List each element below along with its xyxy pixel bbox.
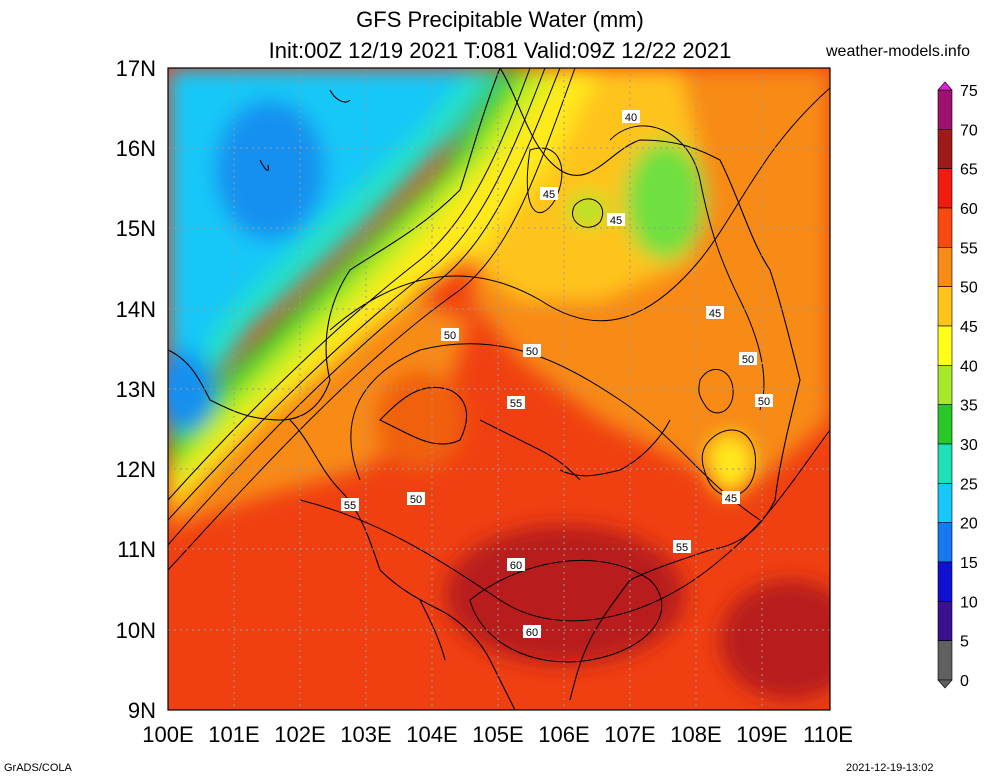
contour-label: 40 xyxy=(622,110,640,124)
contour-label: 55 xyxy=(341,498,359,512)
svg-text:45: 45 xyxy=(709,308,721,320)
colorbar-min-triangle xyxy=(937,679,953,689)
lon-label: 107E xyxy=(604,722,655,747)
colorbar-band xyxy=(937,483,953,523)
colorbar-band xyxy=(937,286,953,327)
colorbar-label: 75 xyxy=(960,83,978,100)
colorbar-label: 65 xyxy=(960,162,978,179)
svg-text:60: 60 xyxy=(510,560,522,572)
contour-label: 60 xyxy=(523,625,541,639)
contour-label: 55 xyxy=(673,540,691,554)
contour-label: 60 xyxy=(507,558,525,572)
contour-label: 45 xyxy=(722,491,740,505)
contour-label: 45 xyxy=(706,306,724,320)
lon-label: 101E xyxy=(208,722,259,747)
colorbar-label: 15 xyxy=(960,555,978,572)
lon-label: 105E xyxy=(472,722,523,747)
lon-label: 110E xyxy=(803,722,853,747)
contour-label: 50 xyxy=(523,344,541,358)
footer-timestamp: 2021-12-19-13:02 xyxy=(846,762,934,774)
svg-text:45: 45 xyxy=(610,215,622,227)
colorbar-band xyxy=(937,561,953,602)
lon-label: 106E xyxy=(538,722,589,747)
svg-text:55: 55 xyxy=(676,542,688,554)
colorbar-label: 55 xyxy=(960,240,978,257)
chart-subtitle: Init:00Z 12/19 2021 T:081 Valid:09Z 12/2… xyxy=(268,38,732,63)
svg-text:40: 40 xyxy=(625,112,637,124)
contour-label: 50 xyxy=(739,352,757,366)
lon-label: 109E xyxy=(736,722,787,747)
longitude-axis: 100E 101E 102E 103E 104E 105E 106E 107E … xyxy=(142,722,853,747)
lon-label: 102E xyxy=(274,722,325,747)
svg-text:50: 50 xyxy=(742,354,754,366)
site-label: weather-models.info xyxy=(826,43,971,60)
lon-label: 103E xyxy=(340,722,391,747)
lat-label: 13N xyxy=(116,377,156,402)
svg-text:60: 60 xyxy=(526,627,538,639)
lat-label: 10N xyxy=(116,618,156,643)
contour-label: 50 xyxy=(755,394,773,408)
colorbar-label: 35 xyxy=(960,398,978,415)
colorbar-band xyxy=(937,443,953,484)
svg-text:55: 55 xyxy=(510,398,522,410)
svg-text:50: 50 xyxy=(758,396,770,408)
colorbar-band xyxy=(937,601,953,641)
lon-label: 100E xyxy=(142,722,193,747)
lat-label: 11N xyxy=(117,537,156,562)
colorbar-band xyxy=(937,168,953,209)
colorbar-label: 25 xyxy=(960,476,978,493)
lat-label: 16N xyxy=(116,136,156,161)
colorbar-label: 10 xyxy=(960,594,978,611)
colorbar-band xyxy=(937,365,953,405)
svg-text:45: 45 xyxy=(725,493,737,505)
svg-text:50: 50 xyxy=(526,346,538,358)
lat-label: 17N xyxy=(116,56,156,81)
colorbar-label: 40 xyxy=(960,358,978,375)
svg-text:50: 50 xyxy=(410,494,422,506)
plot-frame xyxy=(167,67,831,711)
colorbar-label: 45 xyxy=(960,319,978,336)
svg-text:50: 50 xyxy=(444,330,456,342)
colorbar-label: 0 xyxy=(960,673,969,690)
footer-software: GrADS/COLA xyxy=(4,762,72,774)
svg-text:55: 55 xyxy=(344,500,356,512)
colorbar-band xyxy=(937,129,953,169)
colorbar-band xyxy=(937,640,953,681)
grid-lines xyxy=(168,68,830,710)
colorbar-band xyxy=(937,89,953,130)
coastlines-borders xyxy=(168,68,801,710)
colorbar-band xyxy=(937,522,953,563)
colorbar-band xyxy=(937,247,953,287)
colorbar-label: 60 xyxy=(960,201,978,218)
colorbar-label: 20 xyxy=(960,516,978,533)
colorbar-max-triangle xyxy=(937,81,953,91)
contour-value-labels: 40 45 45 45 50 50 50 50 55 55 55 50 45 6… xyxy=(341,110,773,639)
chart-title: GFS Precipitable Water (mm) xyxy=(356,7,644,32)
lon-label: 108E xyxy=(670,722,721,747)
colorbar-label: 5 xyxy=(960,634,969,651)
colorbar-band xyxy=(937,207,953,248)
colorbar-band xyxy=(937,404,953,445)
latitude-axis: 17N 16N 15N 14N 13N 12N 11N 10N 9N xyxy=(116,56,156,723)
lat-label: 12N xyxy=(116,457,156,482)
lat-label: 14N xyxy=(116,297,156,322)
contour-label: 45 xyxy=(540,187,558,201)
lat-label: 15N xyxy=(116,216,156,241)
contour-label: 45 xyxy=(607,213,625,227)
colorbar-label: 50 xyxy=(960,280,978,297)
colorbar-band xyxy=(937,325,953,366)
svg-text:45: 45 xyxy=(543,189,555,201)
contour-label: 50 xyxy=(441,328,459,342)
colorbar-label: 30 xyxy=(960,437,978,454)
contour-label: 55 xyxy=(507,396,525,410)
lat-label: 9N xyxy=(128,698,156,723)
lon-label: 104E xyxy=(406,722,457,747)
precipitable-water-field xyxy=(168,68,830,710)
contour-label: 50 xyxy=(407,492,425,506)
colorbar-label: 70 xyxy=(960,122,978,139)
